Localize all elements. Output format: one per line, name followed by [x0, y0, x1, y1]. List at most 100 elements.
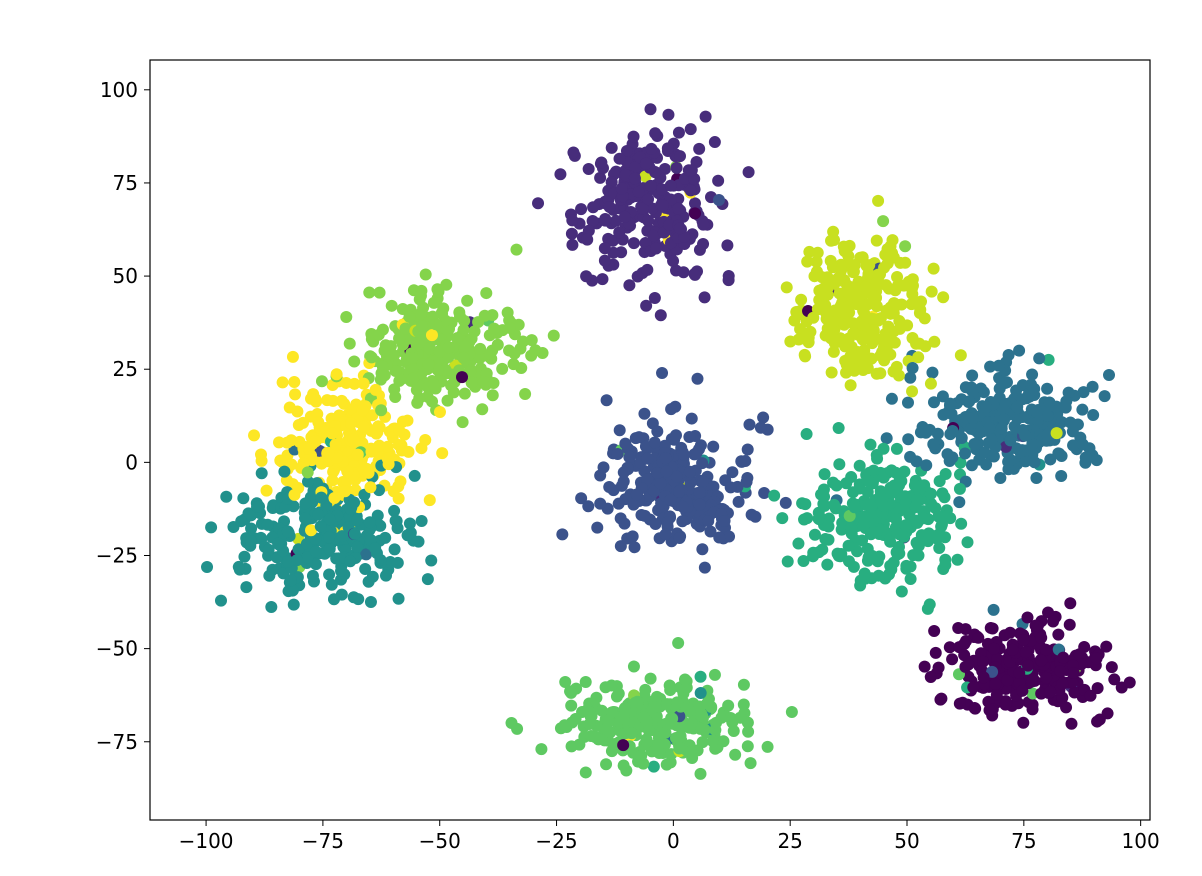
- scatter-point: [925, 378, 937, 390]
- scatter-point: [842, 301, 854, 313]
- y-tick-label: 50: [113, 264, 138, 288]
- scatter-point: [363, 467, 375, 479]
- scatter-point: [510, 244, 522, 256]
- scatter-point: [671, 696, 683, 708]
- scatter-point: [1020, 646, 1032, 658]
- scatter-point: [631, 489, 643, 501]
- scatter-point: [795, 294, 807, 306]
- scatter-point: [402, 529, 414, 541]
- scatter-point: [299, 497, 311, 509]
- scatter-point: [928, 336, 940, 348]
- scatter-point: [559, 719, 571, 731]
- scatter-point: [245, 535, 257, 547]
- scatter-point: [825, 255, 837, 267]
- scatter-point: [963, 395, 975, 407]
- scatter-point: [725, 712, 737, 724]
- scatter-point: [762, 741, 774, 753]
- scatter-point: [328, 492, 340, 504]
- scatter-point: [364, 516, 376, 528]
- scatter-point: [623, 279, 635, 291]
- scatter-point: [256, 455, 268, 467]
- scatter-point: [567, 147, 579, 159]
- scatter-point: [201, 561, 213, 573]
- scatter-point: [434, 406, 446, 418]
- scatter-point: [994, 383, 1006, 395]
- scatter-point: [633, 431, 645, 443]
- x-tick-label: −25: [535, 829, 577, 853]
- scatter-point: [941, 448, 953, 460]
- scatter-point: [873, 570, 885, 582]
- scatter-point: [389, 391, 401, 403]
- scatter-point: [673, 742, 685, 754]
- scatter-point: [917, 512, 929, 524]
- scatter-point: [665, 717, 677, 729]
- scatter-point: [700, 111, 712, 123]
- scatter-point: [554, 168, 566, 180]
- scatter-point: [951, 554, 963, 566]
- scatter-point: [871, 368, 883, 380]
- scatter-point: [861, 260, 873, 272]
- scatter-point: [856, 535, 868, 547]
- scatter-point: [871, 235, 883, 247]
- scatter-point: [566, 239, 578, 251]
- scatter-point: [726, 466, 738, 478]
- scatter-point: [657, 200, 669, 212]
- scatter-point: [694, 768, 706, 780]
- scatter-point: [454, 311, 466, 323]
- scatter-point: [937, 291, 949, 303]
- scatter-point: [893, 479, 905, 491]
- scatter-point: [1029, 456, 1041, 468]
- scatter-point: [678, 449, 690, 461]
- scatter-point: [576, 706, 588, 718]
- scatter-point: [457, 416, 469, 428]
- scatter-point: [370, 428, 382, 440]
- x-tick-label: 50: [894, 829, 919, 853]
- scatter-point: [781, 281, 793, 293]
- scatter-point: [926, 286, 938, 298]
- scatter-point: [503, 322, 515, 334]
- scatter-point: [1031, 406, 1043, 418]
- scatter-point: [1056, 450, 1068, 462]
- scatter-point: [725, 481, 737, 493]
- scatter-point: [689, 207, 701, 219]
- scatter-point: [566, 740, 578, 752]
- scatter-point: [262, 519, 274, 531]
- scatter-point: [674, 532, 686, 544]
- scatter-point: [729, 749, 741, 761]
- scatter-point: [910, 338, 922, 350]
- scatter-point: [881, 432, 893, 444]
- scatter-point: [1103, 369, 1115, 381]
- scatter-point: [661, 698, 673, 710]
- scatter-point: [394, 475, 406, 487]
- scatter-point: [581, 234, 593, 246]
- scatter-point: [813, 513, 825, 525]
- scatter-point: [928, 263, 940, 275]
- scatter-point: [263, 570, 275, 582]
- scatter-point: [878, 262, 890, 274]
- scatter-point: [650, 242, 662, 254]
- scatter-point: [302, 466, 314, 478]
- scatter-point: [596, 273, 608, 285]
- scatter-point: [799, 350, 811, 362]
- scatter-point: [640, 158, 652, 170]
- scatter-point: [854, 460, 866, 472]
- scatter-point: [742, 717, 754, 729]
- scatter-point: [685, 123, 697, 135]
- scatter-point: [939, 559, 951, 571]
- scatter-point: [985, 622, 997, 634]
- scatter-point: [614, 153, 626, 165]
- scatter-point: [780, 497, 792, 509]
- scatter-point: [841, 285, 853, 297]
- scatter-point: [641, 264, 653, 276]
- scatter-point: [941, 510, 953, 522]
- scatter-point: [1065, 718, 1077, 730]
- scatter-point: [289, 388, 301, 400]
- scatter-point: [619, 211, 631, 223]
- scatter-point: [409, 470, 421, 482]
- x-tick-label: 100: [1122, 829, 1160, 853]
- scatter-point: [674, 222, 686, 234]
- scatter-point: [351, 514, 363, 526]
- scatter-point: [1004, 434, 1016, 446]
- scatter-point: [205, 521, 217, 533]
- scatter-point: [566, 228, 578, 240]
